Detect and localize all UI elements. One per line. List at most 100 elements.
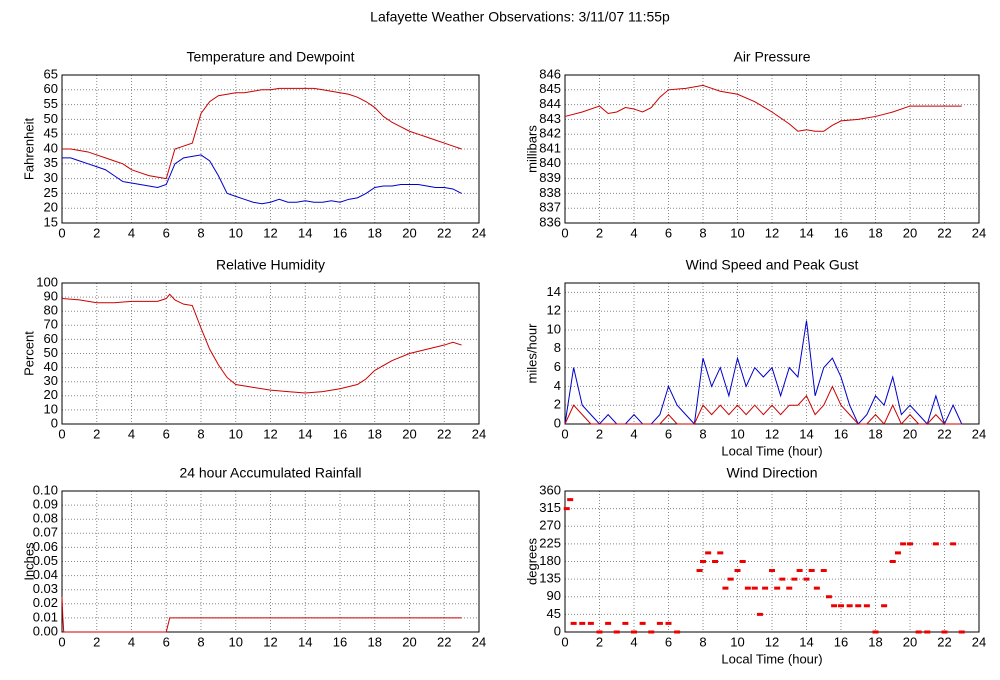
data-point: [756, 612, 763, 616]
y-tick-label: 6: [554, 359, 561, 374]
data-line: [62, 87, 462, 180]
x-tick-label: 22: [937, 225, 951, 240]
x-tick-label: 8: [197, 634, 204, 649]
data-point: [894, 551, 901, 555]
data-point: [779, 577, 786, 581]
x-tick-label: 14: [799, 426, 813, 441]
data-point: [717, 551, 724, 555]
data-point: [838, 604, 844, 608]
data-line: [61, 293, 462, 394]
data-point: [932, 542, 939, 546]
y-tick-label: 0.02: [33, 595, 58, 610]
y-tick-label: 50: [44, 111, 58, 126]
x-tick-label: 16: [834, 634, 848, 649]
y-tick-label: 0.07: [33, 525, 58, 540]
plot-frame: [61, 490, 480, 633]
y-tick-label: 0.06: [33, 539, 58, 554]
y-tick-label: 55: [44, 96, 58, 111]
x-tick-label: 24: [972, 225, 986, 240]
data-point: [820, 569, 827, 573]
x-tick-label: 4: [630, 225, 637, 240]
x-tick-label: 18: [868, 634, 882, 649]
data-point: [613, 630, 620, 634]
page-title: Lafayette Weather Observations: 3/11/07 …: [370, 9, 670, 25]
x-tick-label: 4: [630, 634, 637, 649]
data-point: [712, 560, 719, 563]
x-tick-label: 22: [437, 634, 451, 649]
y-tick-label: 14: [547, 284, 561, 299]
x-tick-label: 20: [903, 634, 917, 649]
plot-frame: [61, 282, 480, 425]
y-tick-label: 360: [539, 482, 561, 497]
x-tick-label: 18: [368, 225, 382, 240]
x-tick-label: 14: [799, 225, 813, 240]
panel-title: Relative Humidity: [216, 257, 325, 273]
data-point: [900, 542, 907, 546]
x-tick-label: 20: [903, 426, 917, 441]
panel-title: Temperature and Dewpoint: [186, 49, 354, 65]
data-point: [813, 586, 820, 590]
data-point: [587, 621, 594, 625]
y-tick-label: 25: [44, 185, 58, 200]
y-tick-label: 20: [44, 200, 58, 215]
y-tick-label: 0.01: [33, 609, 58, 624]
x-tick-label: 18: [368, 426, 382, 441]
data-point: [863, 604, 870, 608]
data-point: [722, 586, 729, 590]
y-tick-label: 70: [44, 317, 58, 332]
x-tick-label: 14: [799, 634, 813, 649]
data-point: [762, 586, 769, 590]
data-point: [791, 577, 798, 581]
x-tick-label: 0: [58, 634, 65, 649]
data-point: [889, 560, 896, 563]
data-point: [855, 604, 862, 608]
y-tick-label: 10: [44, 401, 58, 416]
x-tick-label: 24: [472, 426, 486, 441]
x-tick-label: 0: [561, 634, 568, 649]
x-tick-label: 10: [229, 225, 243, 240]
x-tick-label: 8: [699, 426, 706, 441]
x-tick-label: 6: [163, 426, 170, 441]
data-point: [803, 577, 810, 581]
data-point: [596, 630, 603, 634]
y-tick-label: 50: [44, 345, 58, 360]
y-tick-label: 10: [547, 321, 561, 336]
data-point: [567, 498, 574, 502]
x-tick-label: 22: [437, 426, 451, 441]
y-tick-label: 180: [539, 553, 561, 568]
y-axis-label: millibars: [524, 125, 539, 173]
y-tick-label: 0: [554, 623, 561, 638]
x-tick-label: 18: [868, 426, 882, 441]
y-tick-label: 60: [44, 331, 58, 346]
x-tick-label: 2: [93, 225, 100, 240]
data-point: [705, 551, 712, 555]
x-axis-label: Local Time (hour): [721, 443, 822, 458]
y-tick-label: 0.10: [33, 482, 58, 497]
data-point: [648, 630, 655, 634]
x-tick-label: 24: [472, 225, 486, 240]
data-line: [61, 596, 462, 633]
panel-title: Wind Speed and Peak Gust: [686, 257, 859, 273]
data-point: [727, 577, 734, 581]
y-tick-label: 90: [44, 289, 58, 304]
data-point: [631, 630, 637, 634]
y-axis-label: Percent: [21, 331, 36, 376]
data-point: [563, 507, 570, 511]
data-point: [579, 621, 586, 625]
y-tick-label: 845: [539, 81, 561, 96]
x-tick-label: 12: [263, 426, 277, 441]
y-tick-label: 90: [547, 588, 561, 603]
y-tick-label: 841: [539, 140, 561, 155]
y-tick-label: 30: [44, 373, 58, 388]
y-axis-label: degrees: [524, 538, 539, 585]
y-tick-label: 839: [539, 170, 561, 185]
y-tick-label: 15: [44, 214, 58, 229]
data-point: [751, 586, 758, 590]
data-point: [674, 630, 681, 634]
x-tick-label: 20: [402, 634, 416, 649]
x-tick-label: 6: [163, 225, 170, 240]
y-tick-label: 840: [539, 155, 561, 170]
x-tick-label: 2: [93, 634, 100, 649]
data-line: [564, 84, 962, 132]
